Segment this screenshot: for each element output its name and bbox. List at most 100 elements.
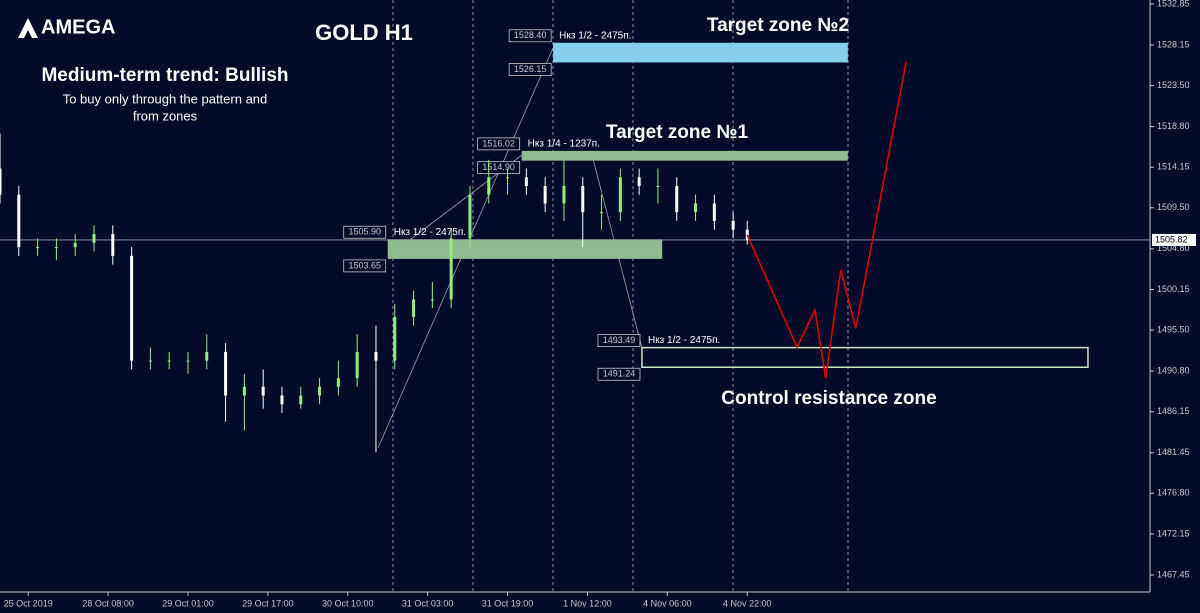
current-price-box	[1152, 233, 1196, 246]
level-box	[597, 367, 641, 381]
candle-body	[524, 177, 528, 186]
y-tick-label: 1486.15	[1157, 406, 1190, 416]
x-tick-label: 31 Oct 03:00	[402, 598, 454, 608]
candle-body	[618, 177, 622, 213]
candle-body	[111, 234, 115, 256]
candle-body	[731, 220, 735, 230]
zone-title: Target zone №2	[707, 15, 849, 36]
candle-body	[205, 351, 209, 361]
candle-body	[430, 299, 434, 301]
level-label: 1526.15	[514, 64, 547, 74]
y-tick-label: 1476.80	[1157, 488, 1190, 498]
level-label: 1491.24	[603, 369, 636, 379]
zone	[387, 239, 663, 259]
y-tick-label: 1472.15	[1157, 528, 1190, 538]
level-box	[508, 29, 552, 43]
candle-body	[54, 247, 58, 249]
candle-body	[186, 360, 190, 362]
x-tick-label: 29 Oct 17:00	[242, 598, 294, 608]
y-tick-label: 1500.15	[1157, 284, 1190, 294]
zone-label: Нкз 1/2 - 2475п.	[559, 30, 631, 41]
logo: AMEGA	[18, 16, 115, 38]
candle-body	[543, 185, 547, 204]
level-box	[343, 225, 387, 239]
candle-body	[694, 203, 698, 213]
level-label: 1493.49	[603, 335, 636, 345]
y-tick-label: 1490.80	[1157, 365, 1190, 375]
candle-body	[412, 299, 416, 317]
candle-body	[506, 177, 510, 179]
level-label: 1514.90	[482, 162, 515, 172]
candle-body	[130, 255, 134, 361]
note: To buy only through the pattern and	[63, 91, 268, 106]
y-tick-label: 1481.45	[1157, 447, 1190, 457]
x-tick-label: 1 Nov 12:00	[563, 598, 612, 608]
candle-body	[148, 360, 152, 362]
candle-body	[675, 185, 679, 213]
candle-body	[336, 378, 340, 387]
candle-body	[487, 177, 491, 195]
candle-body	[355, 351, 359, 379]
level-box	[477, 161, 521, 175]
brand: AMEGA	[41, 16, 115, 38]
forecast-line	[746, 61, 907, 379]
candle-body	[374, 351, 378, 361]
y-tick-label: 1523.50	[1157, 80, 1190, 90]
x-tick-label: 25 Oct 2019	[4, 598, 53, 608]
zone-label: Нкз 1/4 - 1237п.	[528, 139, 600, 150]
candle-body	[242, 386, 246, 396]
zone-title: Control resistance zone	[721, 388, 936, 409]
candle-body	[656, 185, 660, 187]
candle-body	[600, 212, 604, 214]
candle-body	[36, 247, 40, 249]
candle-body	[17, 194, 21, 248]
level-box	[343, 259, 387, 273]
level-label: 1528.40	[514, 30, 547, 40]
candle-body	[224, 351, 228, 396]
candle-body	[581, 185, 585, 213]
level-box	[597, 334, 641, 348]
current-price-label: 1505.82	[1155, 234, 1188, 244]
level-label: 1503.65	[348, 260, 381, 270]
zone-label: Нкз 1/2 - 2475п.	[394, 227, 466, 238]
zone	[641, 346, 1089, 368]
candle-body	[712, 203, 716, 221]
level-label: 1516.02	[482, 138, 515, 148]
candle-body	[92, 234, 96, 243]
candle-body	[468, 194, 472, 239]
zone	[521, 150, 848, 161]
candle-body	[280, 395, 284, 405]
y-tick-label: 1518.80	[1157, 121, 1190, 131]
y-tick-label: 1514.15	[1157, 162, 1190, 172]
candle-body	[318, 386, 322, 396]
y-tick-label: 1509.50	[1157, 202, 1190, 212]
x-tick-label: 4 Nov 06:00	[643, 598, 692, 608]
candle-body	[393, 316, 397, 361]
zone-label: Нкз 1/2 - 2475п.	[648, 335, 720, 346]
subtitle: Medium-term trend: Bullish	[41, 65, 288, 86]
level-box	[508, 63, 552, 76]
zone-title: Target zone №1	[606, 122, 749, 143]
chart-title: GOLD H1	[315, 20, 413, 45]
x-tick-label: 28 Oct 08:00	[82, 598, 134, 608]
zone	[553, 42, 848, 63]
candle-body	[299, 395, 303, 405]
x-tick-label: 4 Nov 22:00	[723, 598, 772, 608]
level-box	[477, 137, 521, 151]
x-tick-label: 29 Oct 01:00	[162, 598, 214, 608]
candle-body	[261, 386, 265, 396]
candle-body	[0, 168, 2, 195]
x-tick-label: 31 Oct 19:00	[482, 598, 534, 608]
candle-body	[562, 185, 566, 204]
y-tick-label: 1504.80	[1157, 243, 1190, 253]
candle-body	[449, 238, 453, 300]
y-tick-label: 1495.50	[1157, 324, 1190, 334]
candle-body	[637, 177, 641, 186]
candle-body	[73, 242, 77, 248]
candle-body	[167, 360, 171, 362]
x-tick-label: 30 Oct 10:00	[322, 598, 374, 608]
y-tick-label: 1467.45	[1157, 569, 1190, 579]
level-label: 1505.90	[348, 227, 381, 237]
